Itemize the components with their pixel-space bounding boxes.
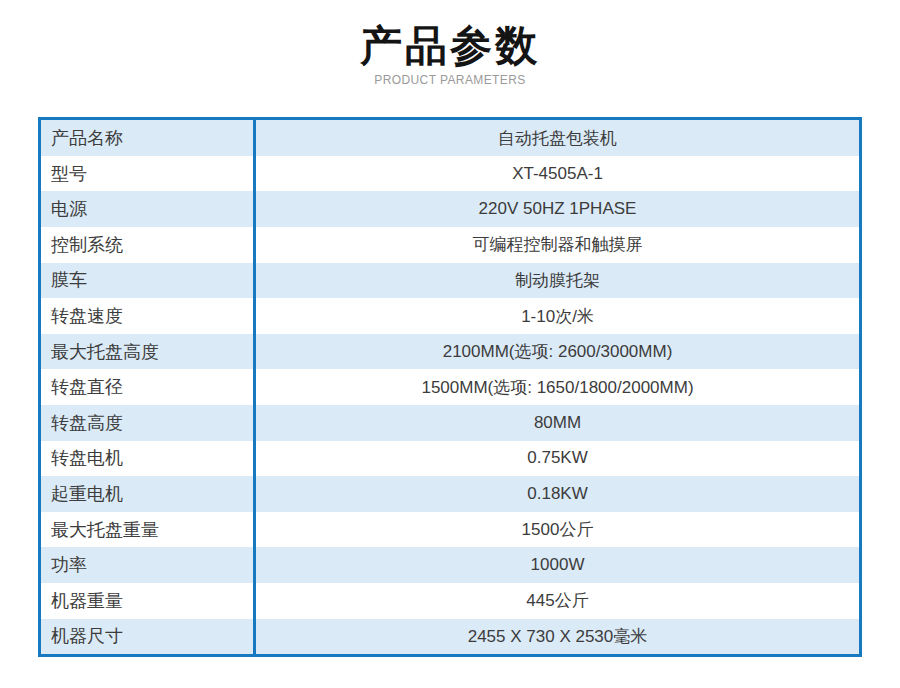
spec-label: 最大托盘重量 bbox=[41, 512, 256, 548]
spec-value: 445公斤 bbox=[256, 583, 859, 619]
spec-table: 产品名称自动托盘包装机型号XT-4505A-1电源220V 50HZ 1PHAS… bbox=[38, 117, 862, 657]
spec-label: 机器重量 bbox=[41, 583, 256, 619]
spec-label: 控制系统 bbox=[41, 227, 256, 263]
table-row: 转盘电机0.75KW bbox=[41, 441, 859, 477]
spec-label: 转盘速度 bbox=[41, 298, 256, 334]
spec-value: 80MM bbox=[256, 405, 859, 441]
table-row: 最大托盘重量1500公斤 bbox=[41, 512, 859, 548]
spec-label: 型号 bbox=[41, 156, 256, 192]
spec-value: 220V 50HZ 1PHASE bbox=[256, 191, 859, 227]
table-row: 机器重量445公斤 bbox=[41, 583, 859, 619]
table-row: 控制系统可编程控制器和触摸屏 bbox=[41, 227, 859, 263]
page-subtitle: PRODUCT PARAMETERS bbox=[0, 73, 900, 87]
spec-value: 1500公斤 bbox=[256, 512, 859, 548]
spec-label: 最大托盘高度 bbox=[41, 334, 256, 370]
page-title: 产品参数 bbox=[0, 22, 900, 70]
page-header: 产品参数 PRODUCT PARAMETERS bbox=[0, 22, 900, 87]
table-row: 起重电机0.18KW bbox=[41, 476, 859, 512]
spec-value: XT-4505A-1 bbox=[256, 156, 859, 192]
spec-label: 转盘高度 bbox=[41, 405, 256, 441]
spec-label: 产品名称 bbox=[41, 120, 256, 156]
spec-label: 起重电机 bbox=[41, 476, 256, 512]
spec-label: 功率 bbox=[41, 547, 256, 583]
table-row: 膜车制动膜托架 bbox=[41, 263, 859, 299]
spec-label: 机器尺寸 bbox=[41, 619, 256, 655]
spec-value: 可编程控制器和触摸屏 bbox=[256, 227, 859, 263]
spec-value: 1-10次/米 bbox=[256, 298, 859, 334]
spec-value: 1500MM(选项: 1650/1800/2000MM) bbox=[256, 369, 859, 405]
spec-label: 转盘电机 bbox=[41, 441, 256, 477]
spec-value: 2455 X 730 X 2530毫米 bbox=[256, 619, 859, 655]
spec-label: 膜车 bbox=[41, 263, 256, 299]
table-row: 型号XT-4505A-1 bbox=[41, 156, 859, 192]
spec-value: 制动膜托架 bbox=[256, 263, 859, 299]
spec-value: 0.75KW bbox=[256, 441, 859, 477]
spec-value: 0.18KW bbox=[256, 476, 859, 512]
spec-value: 2100MM(选项: 2600/3000MM) bbox=[256, 334, 859, 370]
spec-value: 自动托盘包装机 bbox=[256, 120, 859, 156]
table-row: 最大托盘高度2100MM(选项: 2600/3000MM) bbox=[41, 334, 859, 370]
table-row: 功率1000W bbox=[41, 547, 859, 583]
table-row: 机器尺寸2455 X 730 X 2530毫米 bbox=[41, 619, 859, 655]
table-row: 产品名称自动托盘包装机 bbox=[41, 120, 859, 156]
spec-label: 电源 bbox=[41, 191, 256, 227]
table-row: 转盘高度80MM bbox=[41, 405, 859, 441]
table-row: 转盘速度1-10次/米 bbox=[41, 298, 859, 334]
table-row: 电源220V 50HZ 1PHASE bbox=[41, 191, 859, 227]
spec-label: 转盘直径 bbox=[41, 369, 256, 405]
spec-value: 1000W bbox=[256, 547, 859, 583]
table-row: 转盘直径1500MM(选项: 1650/1800/2000MM) bbox=[41, 369, 859, 405]
